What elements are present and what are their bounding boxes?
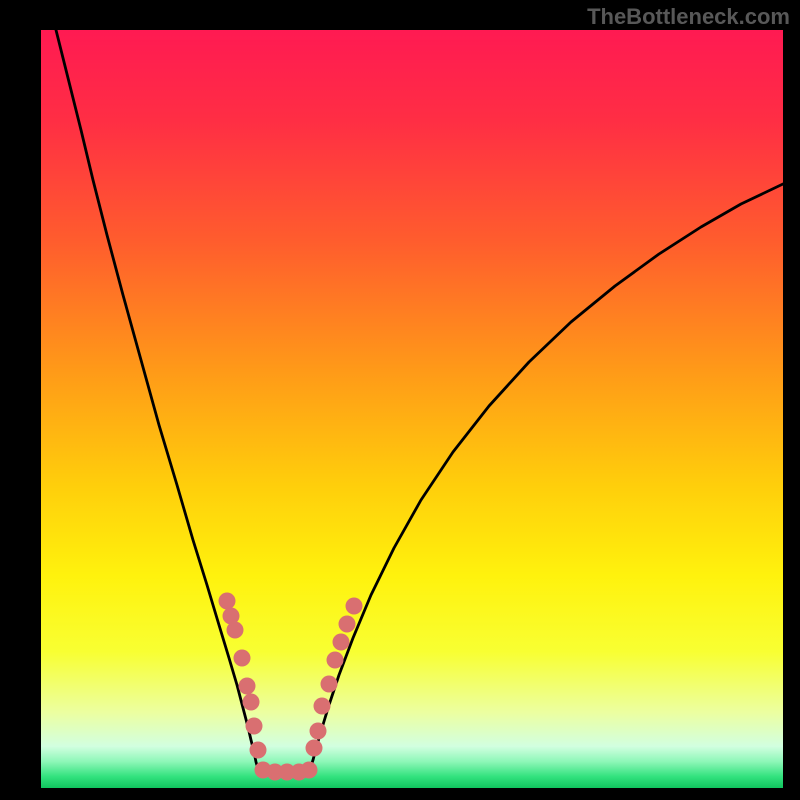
data-marker: [310, 723, 327, 740]
data-marker: [327, 652, 344, 669]
data-marker: [314, 698, 331, 715]
data-marker: [246, 718, 263, 735]
watermark-text: TheBottleneck.com: [587, 4, 790, 30]
data-marker: [239, 678, 256, 695]
data-marker: [333, 634, 350, 651]
data-marker: [339, 616, 356, 633]
canvas-frame: TheBottleneck.com: [0, 0, 800, 800]
data-marker: [321, 676, 338, 693]
data-marker: [346, 598, 363, 615]
data-marker: [250, 742, 267, 759]
data-marker: [306, 740, 323, 757]
data-marker: [301, 762, 318, 779]
data-marker: [219, 593, 236, 610]
gradient-background: [41, 30, 783, 788]
data-marker: [227, 622, 244, 639]
data-marker: [234, 650, 251, 667]
plot-area: [41, 30, 783, 788]
chart-svg: [41, 30, 783, 788]
data-marker: [243, 694, 260, 711]
